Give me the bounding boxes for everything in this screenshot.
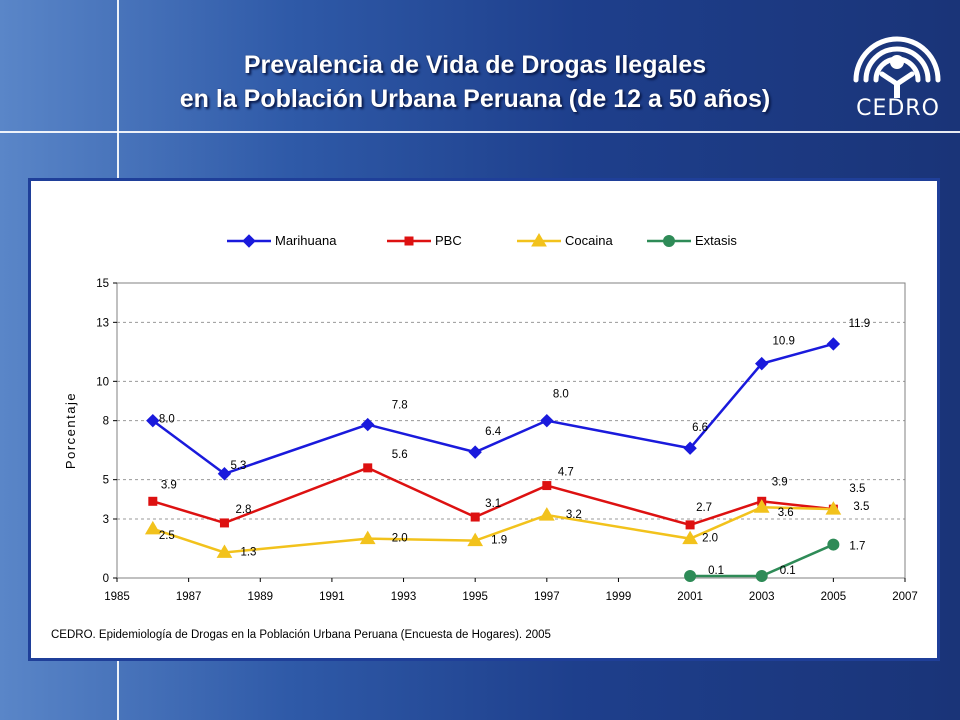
data-point-pbc bbox=[148, 496, 158, 506]
x-tick-label: 1997 bbox=[534, 591, 560, 603]
y-tick-label: 8 bbox=[103, 416, 109, 428]
data-label-cocaina: 3.5 bbox=[853, 501, 869, 513]
data-point-pbc bbox=[363, 463, 373, 473]
data-point-marihuana bbox=[683, 441, 697, 455]
data-label-pbc: 3.5 bbox=[849, 483, 865, 495]
plot-frame bbox=[116, 282, 906, 579]
data-label-pbc: 4.7 bbox=[558, 467, 574, 479]
data-label-cocaina: 1.3 bbox=[240, 546, 256, 558]
x-tick-label: 1989 bbox=[247, 591, 273, 603]
data-label-marihuana: 5.3 bbox=[230, 460, 246, 472]
data-label-marihuana: 10.9 bbox=[773, 336, 795, 348]
data-label-extasis: 1.7 bbox=[849, 541, 865, 553]
data-label-marihuana: 6.4 bbox=[485, 426, 502, 438]
x-tick-label: 1995 bbox=[462, 591, 488, 603]
legend-marker-cocaina bbox=[531, 233, 547, 247]
data-point-marihuana bbox=[146, 413, 160, 428]
data-label-cocaina: 2.0 bbox=[702, 533, 718, 545]
x-tick-label: 2007 bbox=[892, 591, 918, 603]
data-label-extasis: 0.1 bbox=[780, 565, 796, 577]
data-point-cocaina bbox=[682, 530, 698, 545]
x-tick-label: 1999 bbox=[606, 591, 632, 603]
x-tick-label: 1987 bbox=[176, 591, 202, 603]
legend-label-cocaina: Cocaina bbox=[565, 233, 613, 248]
chart-panel: 0 3 5 8 10 13 15 1985 1987 1989 1991 1993 1995 1997 19… bbox=[28, 178, 940, 661]
data-point-extasis bbox=[827, 538, 840, 551]
logo-text: CEDRO bbox=[856, 96, 940, 121]
x-tick-label: 1993 bbox=[391, 591, 417, 603]
legend-marker-extasis bbox=[663, 235, 675, 247]
data-point-cocaina bbox=[144, 520, 161, 535]
data-point-pbc bbox=[685, 520, 695, 530]
data-point-extasis bbox=[755, 570, 768, 583]
x-tick-label: 1985 bbox=[104, 591, 130, 603]
data-label-cocaina: 1.9 bbox=[491, 535, 507, 547]
data-point-marihuana bbox=[217, 467, 232, 481]
y-tick-label: 3 bbox=[103, 514, 109, 526]
data-point-extasis bbox=[684, 570, 697, 583]
data-point-marihuana bbox=[755, 356, 769, 371]
data-point-marihuana bbox=[361, 417, 375, 432]
series-line-cocaina bbox=[152, 505, 834, 554]
line-chart: 0 3 5 8 10 13 15 1985 1987 1989 1991 1993 1995 1997 19… bbox=[63, 233, 918, 603]
data-label-marihuana: 11.9 bbox=[849, 318, 871, 330]
title-line-1: Prevalencia de Vida de Drogas Ilegales bbox=[243, 51, 707, 79]
y-tick-label: 10 bbox=[96, 376, 109, 388]
legend-marker-marihuana bbox=[242, 234, 256, 248]
cedro-logo-icon bbox=[853, 36, 941, 98]
data-label-pbc: 5.6 bbox=[392, 449, 408, 461]
x-tick-label: 1991 bbox=[319, 591, 345, 603]
data-point-marihuana bbox=[540, 413, 554, 428]
data-label-pbc: 3.1 bbox=[485, 498, 501, 510]
data-point-pbc bbox=[542, 481, 552, 491]
data-label-marihuana: 7.8 bbox=[392, 400, 408, 412]
y-axis-label: Porcentaje bbox=[63, 392, 78, 469]
x-tick-label: 2001 bbox=[677, 591, 703, 603]
data-point-cocaina bbox=[538, 507, 555, 521]
data-point-cocaina bbox=[825, 501, 842, 515]
data-point-pbc bbox=[219, 518, 229, 528]
source-note: CEDRO. Epidemiología de Drogas en la Pob… bbox=[51, 629, 551, 641]
decorative-horizontal-line bbox=[0, 131, 960, 133]
data-point-cocaina bbox=[216, 544, 233, 558]
data-label-extasis: 0.1 bbox=[708, 565, 724, 577]
data-label-pbc: 2.8 bbox=[235, 504, 251, 516]
series-line-marihuana bbox=[152, 342, 834, 476]
legend-label-pbc: PBC bbox=[435, 233, 462, 248]
x-tick-label: 2003 bbox=[749, 591, 775, 603]
data-label-cocaina: 2.0 bbox=[392, 533, 408, 545]
data-label-cocaina: 3.6 bbox=[778, 507, 794, 519]
series-line-pbc bbox=[152, 466, 834, 527]
data-label-marihuana: 8.0 bbox=[159, 414, 175, 426]
y-tick-label: 15 bbox=[96, 278, 109, 290]
legend-label-marihuana: Marihuana bbox=[275, 233, 337, 248]
data-label-pbc: 2.7 bbox=[696, 502, 712, 514]
data-label-pbc: 3.9 bbox=[161, 479, 177, 491]
data-point-marihuana bbox=[826, 337, 841, 351]
data-label-cocaina: 3.2 bbox=[566, 509, 582, 521]
data-label-pbc: 3.9 bbox=[772, 476, 788, 488]
data-label-cocaina: 2.5 bbox=[159, 530, 175, 542]
legend-label-extasis: Extasis bbox=[695, 233, 737, 248]
data-point-cocaina bbox=[753, 499, 770, 513]
x-tick-label: 2005 bbox=[821, 591, 847, 603]
data-point-marihuana bbox=[468, 445, 482, 459]
y-tick-label: 0 bbox=[103, 573, 109, 585]
title-line-2: en la Población Urbana Peruana (de 12 a … bbox=[179, 85, 771, 113]
slide-title: Prevalencia de Vida de Drogas Ilegales e… bbox=[60, 48, 890, 116]
y-tick-label: 5 bbox=[103, 475, 109, 487]
legend-marker-pbc bbox=[404, 236, 414, 246]
data-point-cocaina bbox=[359, 530, 376, 545]
y-tick-label: 13 bbox=[96, 317, 109, 329]
data-label-marihuana: 6.6 bbox=[692, 422, 708, 434]
data-point-cocaina bbox=[467, 532, 484, 547]
data-point-pbc bbox=[470, 512, 480, 522]
data-label-marihuana: 8.0 bbox=[553, 389, 569, 401]
